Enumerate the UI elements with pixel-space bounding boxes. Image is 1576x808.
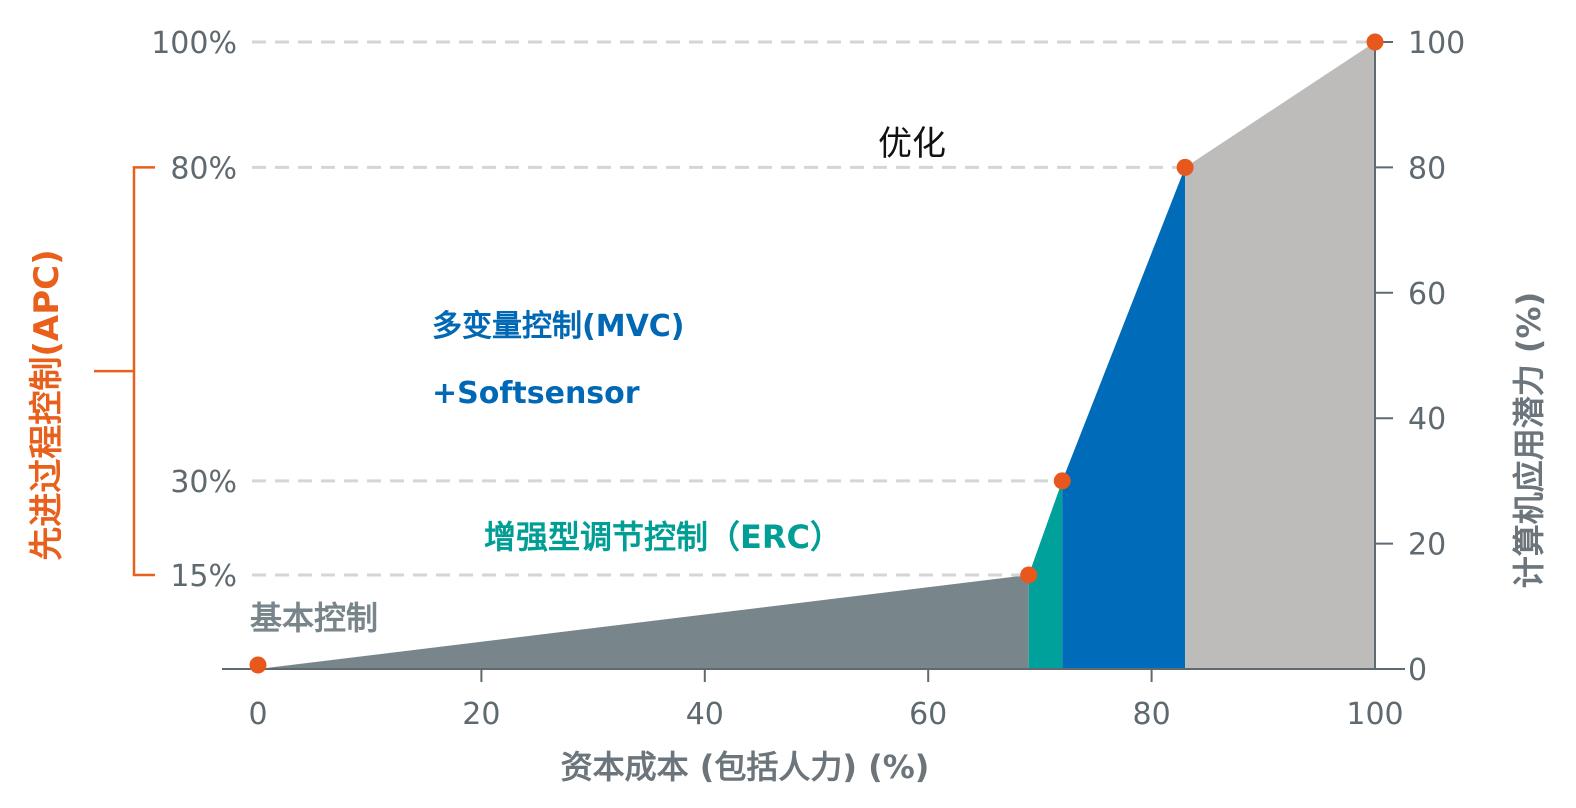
segment-label-3: 多变量控制(MVC) — [432, 309, 685, 344]
guide-lines — [252, 40, 1375, 577]
right-y-ticks: 0 20 40 60 80 100 — [1375, 26, 1465, 688]
data-point-2 — [1020, 566, 1038, 584]
segment-label-3-line2: +Softsensor — [432, 376, 640, 411]
y-tick-label-2: 20 — [1408, 528, 1446, 563]
data-point-1 — [249, 656, 267, 674]
left-level-label-2: 30% — [170, 465, 237, 500]
data-point-3 — [1053, 472, 1071, 490]
segment-label-1: 基本控制 — [250, 599, 378, 637]
area-segment-1 — [222, 574, 1029, 669]
area-segment-4 — [1185, 42, 1375, 669]
y-tick-label-5: 80 — [1408, 151, 1446, 186]
segment-label-4: 优化 — [878, 124, 946, 164]
area-segments — [222, 42, 1375, 669]
x-ticks: 0 20 40 60 80 100 — [248, 669, 1404, 732]
x-tick-label-6: 100 — [1346, 697, 1403, 732]
segment-labels: 基本控制 增强型调节控制（ERC） 多变量控制(MVC) +Softsensor 优化 — [250, 124, 946, 637]
apc-label: 先进过程控制(APC) — [27, 249, 67, 560]
left-level-label-4: 100% — [151, 26, 237, 61]
area-segment-2 — [1028, 480, 1063, 669]
area-segment-3 — [1062, 167, 1186, 669]
data-point-4 — [1176, 158, 1194, 176]
y-tick-label-3: 40 — [1408, 402, 1446, 437]
data-markers — [249, 33, 1384, 674]
x-tick-label-2: 20 — [462, 697, 500, 732]
left-level-label-3: 80% — [170, 151, 237, 186]
x-axis-title: 资本成本 (包括人力) (%) — [561, 748, 930, 786]
x-tick-label-5: 80 — [1133, 697, 1171, 732]
data-point-5 — [1366, 33, 1384, 51]
axes — [222, 42, 1405, 670]
bracket-shape — [94, 166, 155, 577]
left-level-labels: 15% 30% 80% 100% — [151, 26, 237, 594]
apc-bracket — [94, 166, 155, 577]
x-tick-label-3: 40 — [686, 697, 724, 732]
y-tick-label-4: 60 — [1408, 277, 1446, 312]
segment-label-2: 增强型调节控制（ERC） — [484, 518, 842, 556]
y-tick-label-6: 100 — [1408, 26, 1465, 61]
x-tick-label-1: 0 — [248, 697, 267, 732]
y-tick-label-1: 0 — [1408, 653, 1427, 688]
left-level-label-1: 15% — [170, 559, 237, 594]
right-axis-title: 计算机应用潜力 (%) — [1510, 292, 1548, 588]
x-tick-label-4: 60 — [909, 697, 947, 732]
